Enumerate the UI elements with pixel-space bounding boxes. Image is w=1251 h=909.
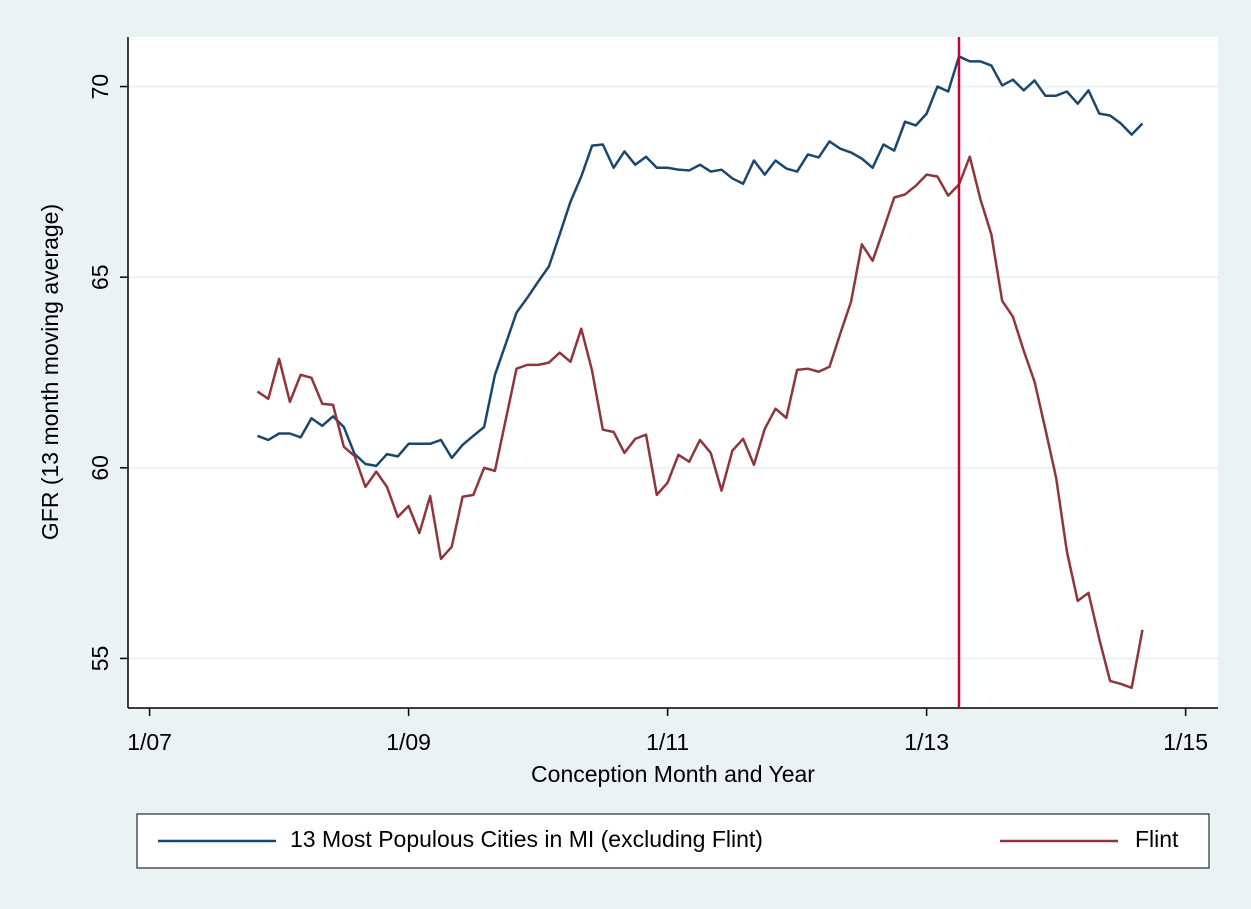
plot-area	[128, 37, 1218, 708]
series-line	[257, 55, 1144, 468]
series-line	[256, 155, 1144, 690]
x-tick-label: 1/09	[386, 729, 431, 755]
y-tick-label: 65	[87, 264, 113, 290]
y-tick-label: 60	[87, 455, 113, 481]
legend-label: Flint	[1135, 826, 1179, 852]
x-tick-label: 1/15	[1163, 729, 1208, 755]
legend-label: 13 Most Populous Cities in MI (excluding…	[290, 826, 763, 852]
y-tick-label: 70	[87, 74, 113, 100]
x-tick-label: 1/13	[904, 729, 949, 755]
x-tick-label: 1/07	[127, 729, 172, 755]
x-tick-label: 1/11	[646, 729, 689, 755]
y-tick-label: 55	[87, 646, 113, 672]
y-axis-label: GFR (13 month moving average)	[37, 204, 63, 540]
x-axis-label: Conception Month and Year	[531, 761, 815, 787]
